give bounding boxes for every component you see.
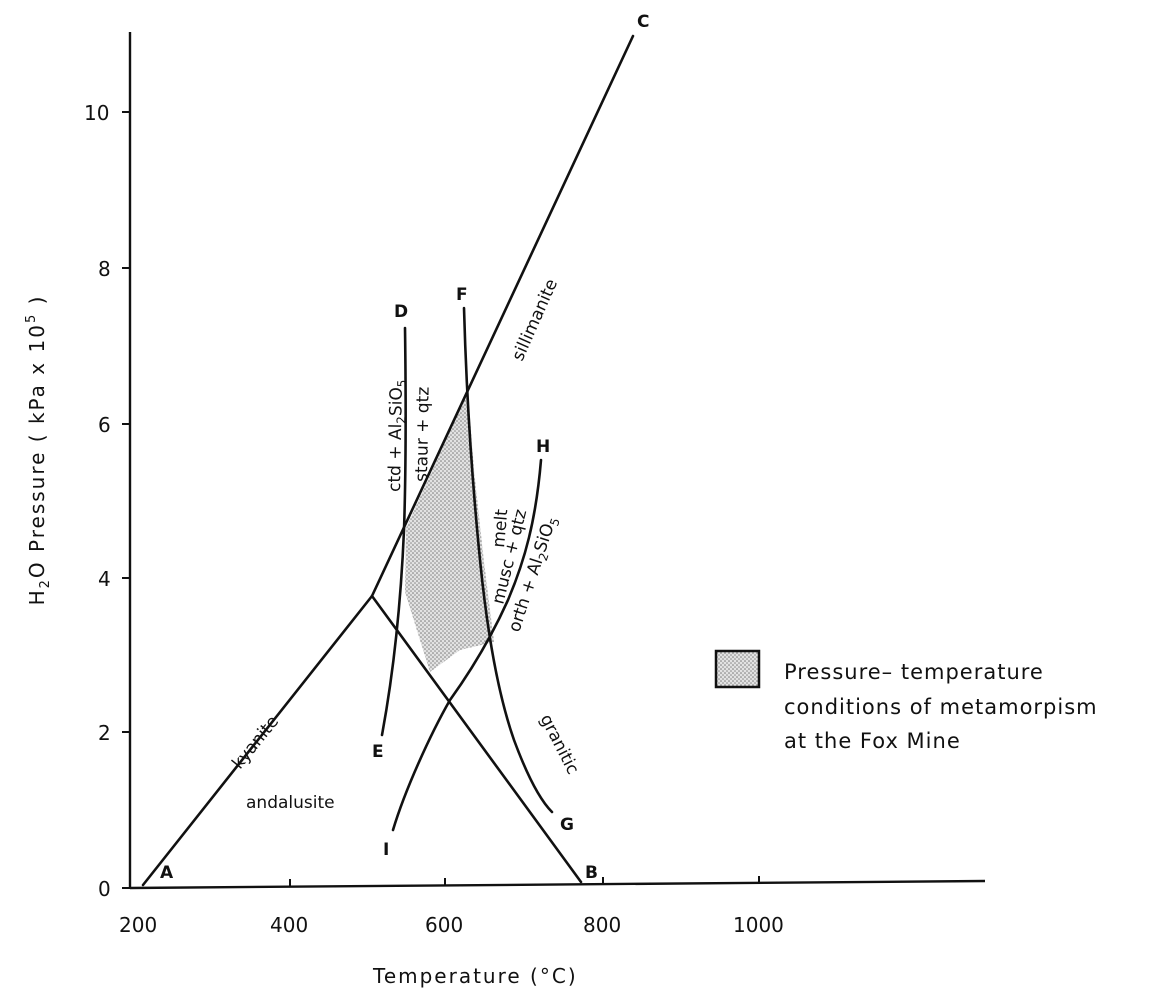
x-axis-ticks [289,876,760,887]
legend-swatch [714,649,761,689]
legend-text-line-3: at the Fox Mine [784,729,961,753]
x-axis-title: Temperature (°C) [372,964,578,988]
point-label-h: H [536,437,550,457]
y-tick-label-8: 8 [98,257,111,281]
curve-label-andalusite: andalusite [246,793,335,813]
point-label-g: G [560,815,574,835]
curve-fg [462,306,554,814]
y-tick-label-2: 2 [98,721,111,745]
curve-label-granitic: granitic [536,711,583,777]
legend-text-line-1: Pressure– temperature [784,660,1044,684]
kyanite-sillimanite-boundary [370,34,635,598]
y-tick-label-10: 10 [84,101,109,125]
point-label-d: D [394,302,408,322]
point-label-i: I [383,840,389,860]
x-tick-label-200: 200 [119,913,157,937]
andalusite-sillimanite-boundary [370,594,583,884]
curve-de [380,326,407,737]
point-label-e: E [372,742,384,762]
x-tick-label-400: 400 [270,913,308,937]
curve-hi [391,458,543,832]
y-axis-ticks [122,111,130,889]
x-tick-label-800: 800 [583,913,621,937]
curve-label-kyanite: kyanite [228,712,283,773]
x-tick-label-600: 600 [425,913,463,937]
curve-label-melt: melt [489,508,512,548]
point-label-b: B [585,863,598,883]
legend-text-line-2: conditions of metamorpism [784,695,1098,719]
y-tick-label-4: 4 [98,567,111,591]
point-label-c: C [637,12,649,32]
point-label-f: F [456,285,468,305]
curve-label-staur-qtz: staur + qtz [412,387,434,483]
x-tick-labels: 200 400 600 800 1000 [119,913,784,937]
point-label-a: A [160,863,174,883]
y-tick-labels: 0 2 4 6 8 10 [84,101,111,901]
x-axis [129,879,986,890]
kyanite-andalusite-boundary [141,594,374,887]
curve-label-ctd-al2sio5: ctd + Al2SiO5 [385,379,409,492]
y-tick-label-0: 0 [98,877,111,901]
y-tick-label-6: 6 [98,413,111,437]
y-axis-title: H2O Pressure ( kPa x 105 ) [24,295,53,606]
x-tick-label-1000: 1000 [733,913,784,937]
